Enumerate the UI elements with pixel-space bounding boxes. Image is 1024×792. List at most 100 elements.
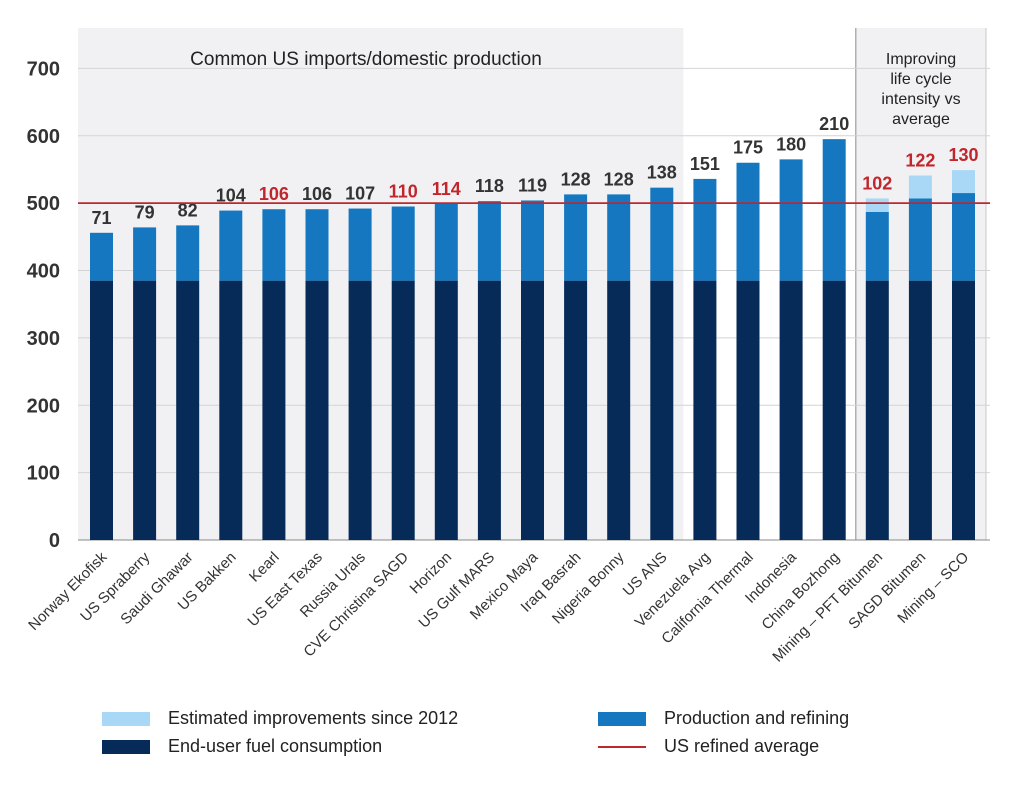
bar-end-use: [90, 280, 113, 540]
x-tick-label: US Gulf MARS: [415, 549, 498, 632]
bar-production: [650, 187, 674, 281]
data-label: 210: [819, 114, 849, 134]
bar-end-use: [693, 280, 717, 540]
right-panel-title-line: life cycle: [890, 71, 951, 88]
bar-production: [693, 178, 717, 281]
panel-common-imports: [78, 28, 684, 540]
data-label: 128: [604, 169, 634, 189]
bar-improvement: [908, 175, 932, 199]
data-label: 119: [518, 175, 547, 195]
legend-swatch-average: [598, 745, 646, 748]
y-tick-label: 200: [27, 395, 60, 417]
bar-production: [262, 209, 286, 281]
bar-production: [477, 201, 501, 281]
data-label: 122: [905, 151, 935, 171]
data-label: 118: [475, 176, 504, 196]
y-tick-label: 600: [27, 126, 60, 148]
data-label: 107: [345, 184, 375, 204]
right-panel-title-line: intensity vs: [881, 91, 960, 108]
data-label: 104: [216, 186, 246, 206]
bar-end-use: [391, 280, 415, 540]
legend-item-improvements: Estimated improvements since 2012: [102, 708, 458, 729]
data-label: 130: [948, 145, 978, 165]
bar-production: [908, 198, 932, 281]
legend-swatch-end-use: [102, 739, 150, 754]
bar-production: [865, 211, 889, 281]
right-panel-title-line: average: [892, 111, 950, 128]
bar-production: [305, 209, 329, 281]
bar-production: [564, 194, 588, 281]
bar-end-use: [477, 280, 501, 540]
x-tick-label: US East Texas: [244, 549, 325, 630]
x-tick-label: China Bozhong: [758, 549, 843, 634]
legend-label-end-use: End-user fuel consumption: [168, 736, 383, 756]
data-label: 180: [776, 134, 806, 154]
bar-end-use: [908, 280, 932, 540]
bar-end-use: [736, 280, 760, 540]
bar-end-use: [521, 280, 544, 540]
x-tick-label: SAGD Bitumen: [845, 549, 929, 633]
data-label: 110: [389, 182, 418, 202]
legend-item-production: Production and refining: [598, 708, 849, 729]
bar-production: [90, 232, 113, 281]
y-tick-label: 400: [27, 261, 60, 283]
bar-production: [521, 200, 544, 281]
data-label: 175: [733, 138, 763, 158]
bar-end-use: [262, 280, 286, 540]
bar-end-use: [564, 280, 588, 540]
bar-production: [736, 162, 760, 281]
data-label: 151: [690, 154, 720, 174]
legend-swatch-improvements: [102, 711, 150, 726]
x-tick-label: Kearl: [246, 549, 283, 586]
data-label: 79: [135, 202, 155, 222]
data-label: 114: [432, 179, 461, 199]
bar-end-use: [822, 280, 846, 540]
data-label: 106: [259, 184, 289, 204]
right-panel-title-line: Improving: [886, 51, 956, 68]
data-label: 102: [862, 173, 892, 193]
y-tick-label: 700: [27, 58, 60, 80]
bar-production: [434, 203, 458, 281]
bar-production: [133, 227, 157, 281]
bar-end-use: [952, 280, 975, 540]
bar-end-use: [607, 280, 631, 540]
bar-improvement: [952, 170, 975, 194]
y-tick-label: 100: [27, 463, 60, 485]
legend-item-average: US refined average: [598, 736, 819, 757]
bar-end-use: [219, 280, 243, 540]
bar-end-use: [650, 280, 674, 540]
legend-swatch-production: [598, 711, 646, 726]
legend-item-end-use: End-user fuel consumption: [102, 736, 382, 757]
bar-production: [176, 225, 200, 281]
legend-label-improvements: Estimated improvements since 2012: [168, 708, 459, 728]
bar-production: [952, 193, 975, 281]
bar-end-use: [348, 280, 372, 540]
y-tick-label: 0: [49, 530, 60, 552]
bar-production: [219, 210, 243, 281]
bar-production: [391, 206, 415, 281]
legend-label-average: US refined average: [664, 736, 820, 756]
bar-end-use: [133, 280, 157, 540]
data-label: 106: [302, 184, 332, 204]
bar-production: [348, 208, 372, 281]
left-panel-title: Common US imports/domestic production: [190, 49, 542, 70]
y-tick-label: 500: [27, 193, 60, 215]
data-label: 138: [647, 163, 677, 183]
data-label: 71: [91, 208, 111, 228]
bar-production: [779, 159, 803, 281]
bar-production: [822, 139, 846, 281]
x-tick-label: Venezuela Avg: [632, 549, 714, 631]
data-label: 128: [561, 169, 591, 189]
bar-production: [607, 194, 631, 281]
bar-end-use: [865, 280, 889, 540]
y-tick-label: 300: [27, 328, 60, 350]
data-label: 82: [178, 200, 198, 220]
bar-end-use: [434, 280, 458, 540]
bar-improvement: [865, 198, 889, 212]
legend-label-production: Production and refining: [664, 708, 850, 728]
bar-end-use: [176, 280, 200, 540]
bar-end-use: [779, 280, 803, 540]
bar-end-use: [305, 280, 329, 540]
